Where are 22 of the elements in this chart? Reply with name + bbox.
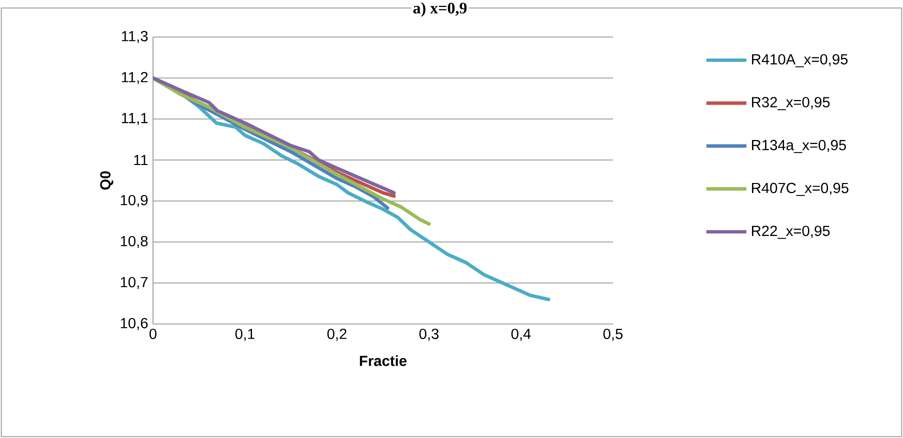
y-tick-label: 10,6 bbox=[120, 318, 148, 330]
y-tick-label: 11,2 bbox=[122, 72, 148, 84]
x-tick-label: 0,4 bbox=[511, 328, 531, 341]
y-tick-label: 11,3 bbox=[122, 30, 148, 44]
x-tick-label: 0 bbox=[149, 328, 156, 340]
y-tick-label: 10,9 bbox=[120, 194, 148, 208]
y-axis-title: Q0 bbox=[100, 171, 114, 190]
x-tick-label: 0,2 bbox=[327, 328, 346, 341]
legend-label: R134a_x=0,95 bbox=[752, 140, 846, 154]
x-axis-title: Fractie bbox=[360, 355, 407, 366]
legend-label: R22_x=0,95 bbox=[752, 226, 830, 239]
legend-label: R410A_x=0,95 bbox=[752, 54, 848, 68]
y-tick-label: 10,7 bbox=[120, 276, 148, 290]
x-tick-label: 0,5 bbox=[603, 328, 623, 341]
legend-label: R32_x=0,95 bbox=[752, 96, 830, 110]
x-tick-label: 0,3 bbox=[419, 328, 439, 341]
x-tick-label: 0,1 bbox=[235, 328, 254, 341]
y-tick-label: 11,1 bbox=[122, 113, 148, 125]
y-tick-label: 10,8 bbox=[120, 236, 148, 248]
legend-label: R407C_x=0,95 bbox=[752, 182, 848, 196]
y-tick-label: 11 bbox=[134, 154, 148, 166]
chart-title: a) x=0,9 bbox=[413, 2, 467, 17]
